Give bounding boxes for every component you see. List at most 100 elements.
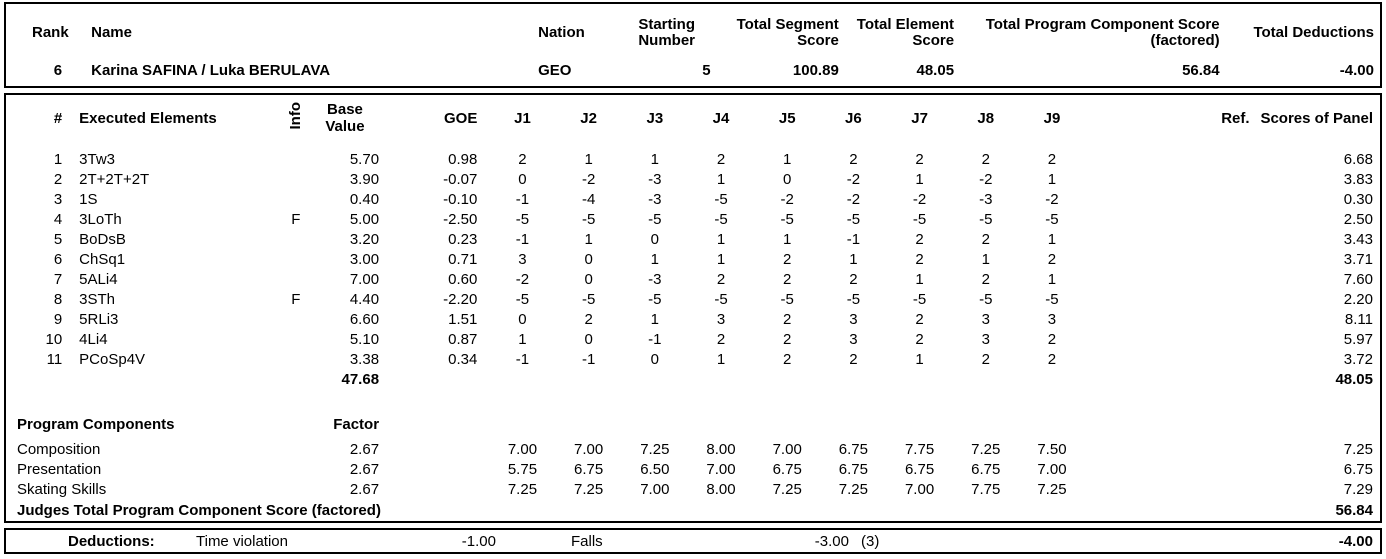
- judge-6-header: J6: [845, 109, 862, 127]
- judge-score: -1: [581, 350, 596, 368]
- judge-score: 7.75: [971, 480, 1001, 498]
- element-ref: [1085, 189, 1255, 209]
- element-name: ChSq1: [79, 250, 126, 268]
- judge-score: 8.00: [706, 440, 736, 458]
- judge-score: -5: [648, 290, 662, 308]
- element-panel-score: 3.83: [1343, 170, 1373, 188]
- judge-score: 2: [915, 310, 924, 328]
- judge-score: 0: [584, 270, 593, 288]
- judge-score: 6.75: [904, 460, 935, 478]
- judge-score: 2: [849, 350, 858, 368]
- judge-score: -5: [979, 290, 993, 308]
- element-info-flag: [281, 349, 311, 369]
- judge-score: 0: [518, 310, 527, 328]
- starting-number-header: Starting Number: [638, 16, 696, 49]
- judge-score: 2: [981, 270, 990, 288]
- element-row: 10 4Li4 5.10 0.87 1 0 -1 2 2 3 2 3 2 5.97: [6, 329, 1380, 349]
- element-base-value: 3.90: [349, 170, 380, 188]
- judge-score: 7.00: [574, 440, 604, 458]
- judge-score: 2: [1047, 350, 1057, 368]
- judge-score: 1: [915, 270, 924, 288]
- ref-header: Ref.: [1221, 109, 1250, 127]
- judge-score: -5: [714, 190, 728, 208]
- judge-score: -5: [979, 210, 993, 228]
- element-base-value: 3.20: [349, 230, 380, 248]
- rank-value: 6: [53, 62, 63, 79]
- element-name: 3LoTh: [79, 210, 122, 228]
- judge-score: 3: [716, 310, 726, 328]
- judge-score: 1: [849, 250, 858, 268]
- judge-score: 6.75: [838, 460, 868, 478]
- judge-score: -2: [846, 170, 861, 188]
- element-goe: 0.98: [448, 150, 478, 168]
- deductions-box: Deductions: Time violation -1.00 Falls -…: [4, 528, 1382, 554]
- element-ref: [1085, 209, 1255, 229]
- judge-score: 2: [783, 270, 792, 288]
- judge-score: 6.75: [838, 440, 868, 458]
- judge-score: 7.25: [507, 480, 538, 498]
- judge-score: -2: [515, 270, 530, 288]
- element-number: 2: [53, 170, 63, 188]
- judge-score: 0: [650, 230, 659, 248]
- element-goe: -2.20: [443, 290, 478, 308]
- element-panel-score: 3.43: [1343, 230, 1373, 248]
- element-ref: [1085, 309, 1255, 329]
- judge-score: 3: [849, 310, 858, 328]
- judge-score: 1: [716, 230, 726, 248]
- judge-score: 7.00: [772, 440, 802, 458]
- deduction-value: -1.00: [461, 532, 496, 550]
- element-goe: 0.60: [448, 270, 478, 288]
- element-number: 10: [45, 330, 63, 348]
- total-deductions-header: Total Deductions: [1253, 24, 1374, 41]
- judge-score: 7.75: [904, 440, 935, 458]
- judge-1-header: J1: [514, 109, 531, 127]
- component-row: Composition 2.67 7.00 7.00 7.25 8.00 7.00 6.75 7…: [6, 439, 1380, 459]
- element-goe: 0.71: [448, 250, 478, 268]
- judge-score: -1: [515, 230, 530, 248]
- element-number: 6: [53, 250, 63, 268]
- element-base-value: 5.00: [349, 210, 380, 228]
- spacer: [6, 389, 1380, 413]
- judge-score: -5: [714, 290, 728, 308]
- element-name: PCoSp4V: [79, 350, 146, 368]
- summary-header-row: Rank Name Nation Starting Number Total S…: [6, 4, 1380, 62]
- program-components-title: Program Components: [17, 415, 175, 433]
- judge-score: 2: [981, 150, 990, 168]
- judge-score: 7.00: [507, 440, 538, 458]
- judge-score: 0: [650, 350, 659, 368]
- name-header: Name: [91, 24, 132, 41]
- judge-2-header: J2: [580, 109, 597, 127]
- judge-score: 6.75: [574, 460, 604, 478]
- element-number: 4: [53, 210, 63, 228]
- judge-score: -5: [581, 210, 596, 228]
- summary-box: Rank Name Nation Starting Number Total S…: [4, 2, 1382, 88]
- judge-score: 1: [584, 230, 593, 248]
- judge-score: -3: [648, 170, 662, 188]
- skater-name: Karina SAFINA / Luka BERULAVA: [91, 62, 331, 79]
- judge-score: 0: [518, 170, 527, 188]
- factor-header: Factor: [333, 415, 380, 433]
- element-ref: [1085, 329, 1255, 349]
- judge-score: 1: [650, 310, 659, 328]
- judge-score: 2: [783, 310, 792, 328]
- judge-score: 7.25: [838, 480, 868, 498]
- element-ref: [1085, 229, 1255, 249]
- judge-score: 2: [1047, 250, 1057, 268]
- component-factor: 2.67: [349, 480, 380, 498]
- judge-score: 7.00: [706, 460, 736, 478]
- element-base-value: 3.00: [349, 250, 380, 268]
- judge-score: 2: [1047, 330, 1057, 348]
- judge-score: -5: [1045, 210, 1059, 228]
- judge-score: 7.00: [640, 480, 670, 498]
- judge-score: 1: [1047, 230, 1057, 248]
- judge-score: 1: [650, 150, 659, 168]
- rank-header: Rank: [32, 24, 69, 41]
- judge-score: 2: [1047, 150, 1057, 168]
- base-value-total-row: 47.68 48.05: [6, 369, 1380, 389]
- judge-score: 1: [1047, 270, 1057, 288]
- element-info-flag: F: [291, 210, 301, 228]
- element-info-flag: [281, 189, 311, 209]
- judge-score: 6.75: [772, 460, 802, 478]
- element-goe: -0.07: [443, 170, 478, 188]
- element-panel-score: 5.97: [1343, 330, 1373, 348]
